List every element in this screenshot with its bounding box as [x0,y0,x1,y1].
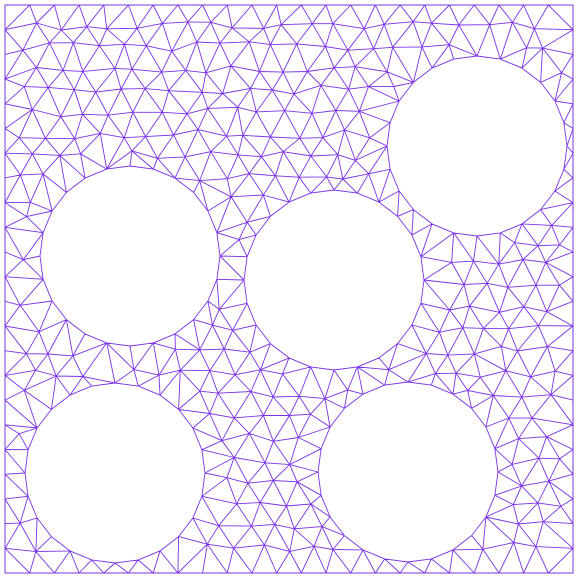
domain-border [4,4,574,574]
